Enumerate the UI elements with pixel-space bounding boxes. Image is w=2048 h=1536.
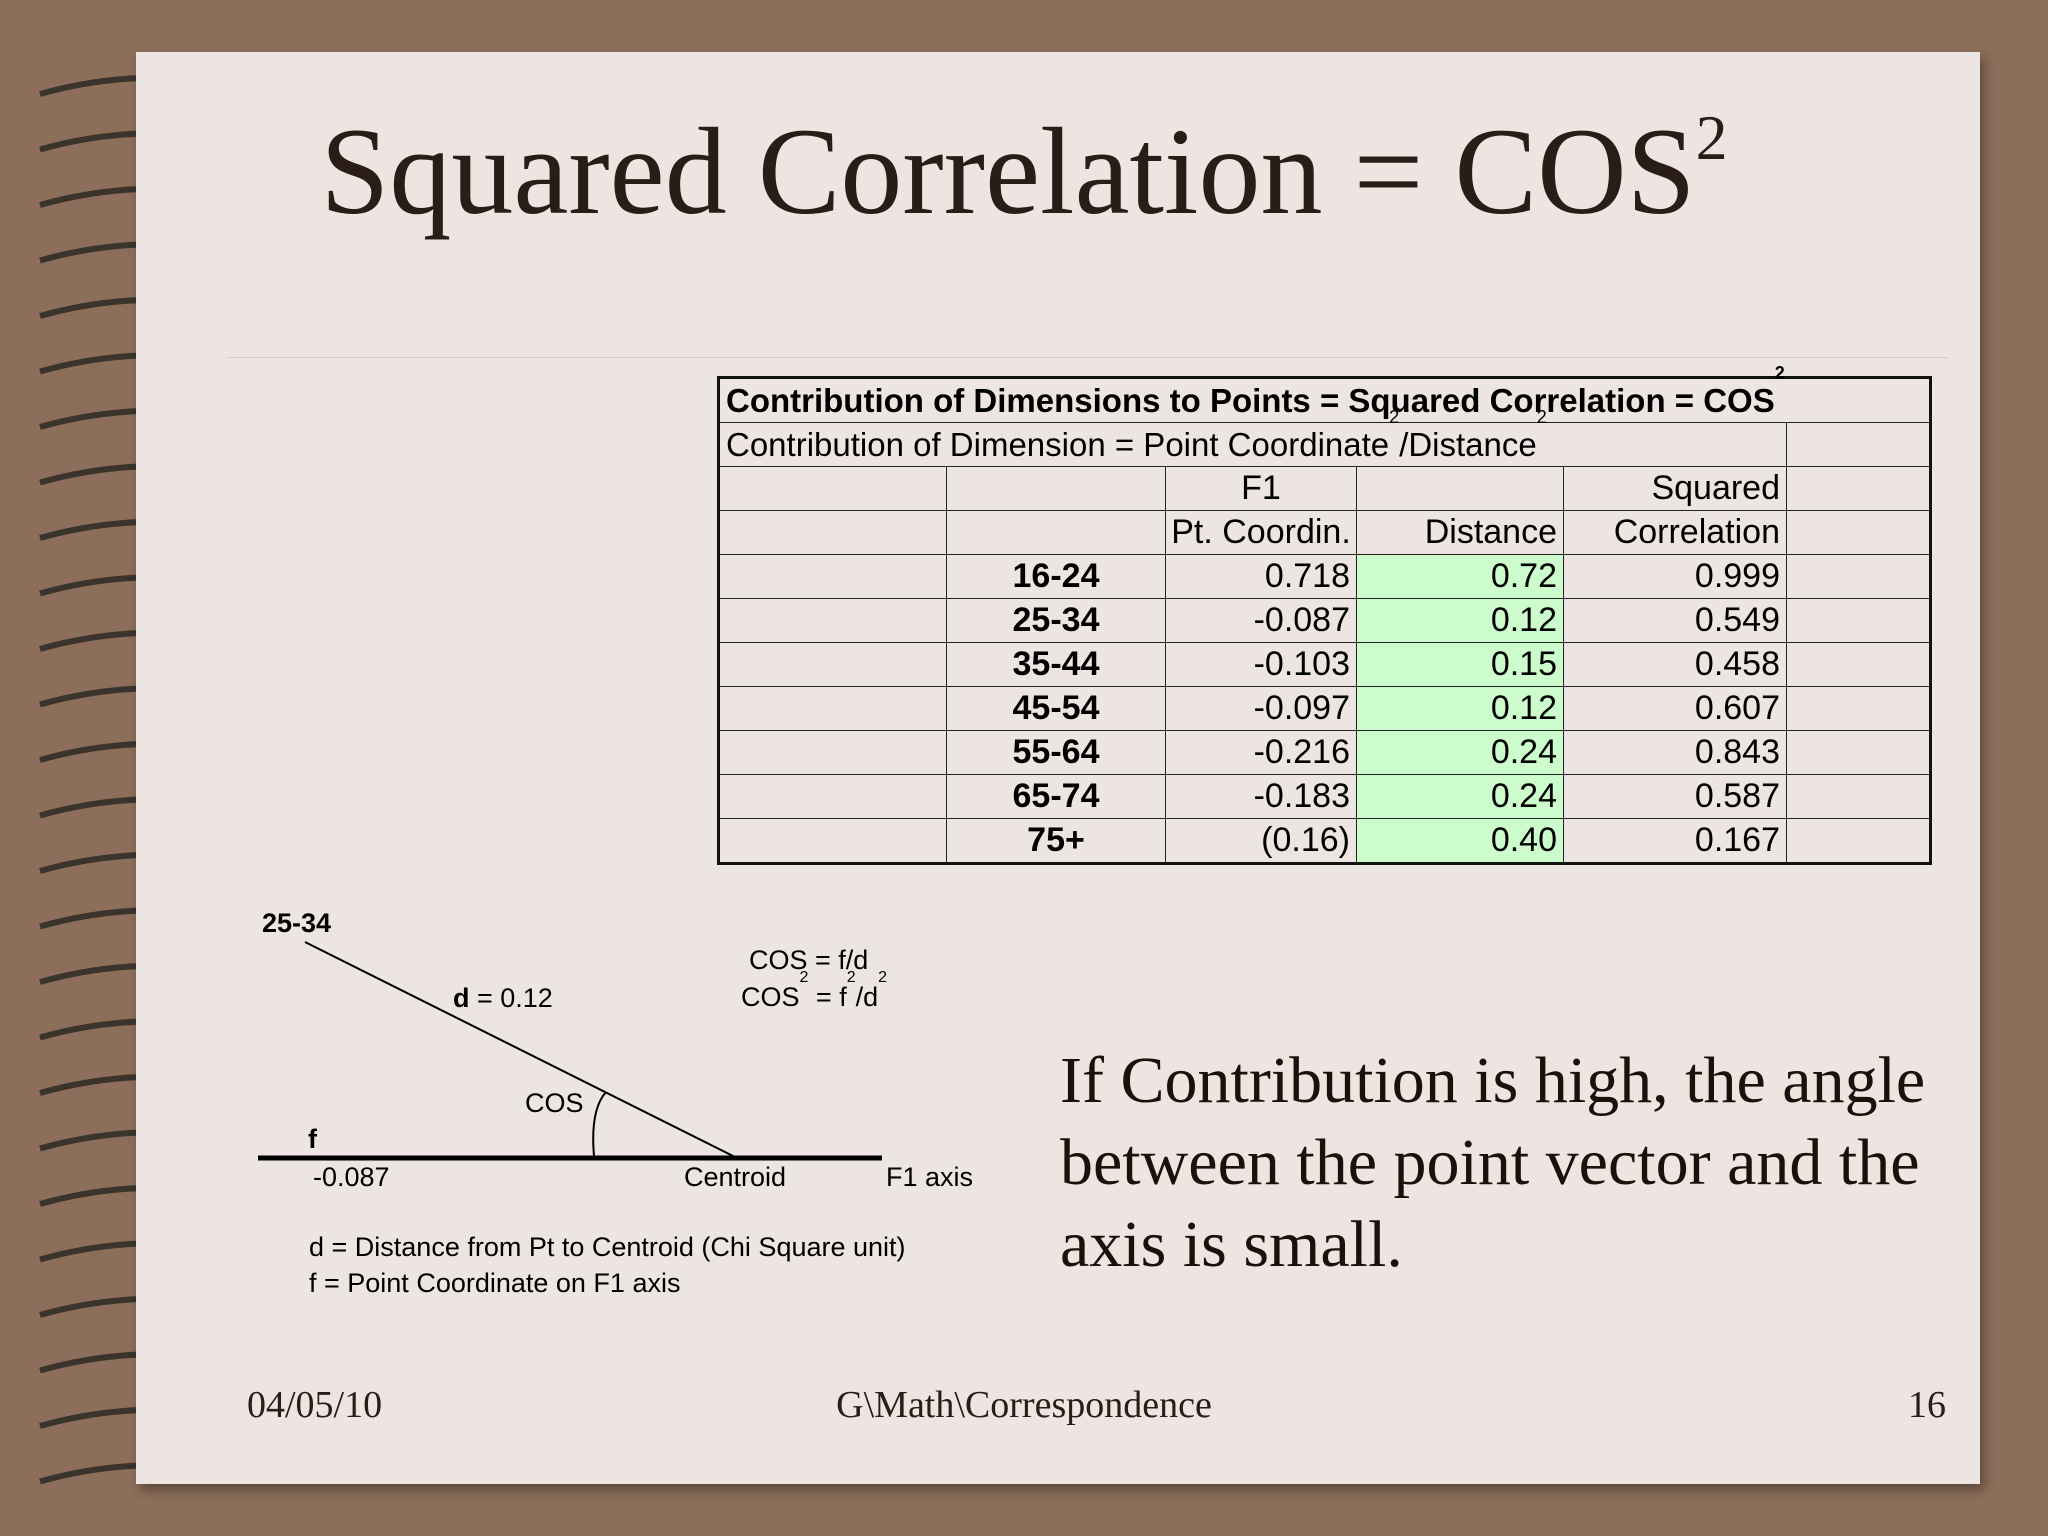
table-row: 35-44 -0.103 0.15 0.458 xyxy=(718,642,1931,687)
slide-title: Squared Correlation = COS2 xyxy=(320,101,1728,240)
row-coord: -0.103 xyxy=(1165,642,1357,687)
formula-cos-squared: COS2 = f2/d2 xyxy=(741,969,888,1013)
row-correlation: 0.549 xyxy=(1563,598,1787,643)
column-header-row-2: Pt. Coordin. Distance Correlation xyxy=(718,510,1931,555)
row-correlation: 0.607 xyxy=(1563,686,1787,731)
row-distance: 0.12 xyxy=(1356,686,1564,731)
table-heading: Contribution of Dimensions to Points = S… xyxy=(718,364,1931,423)
table-row: 45-54 -0.097 0.12 0.607 xyxy=(718,686,1931,731)
row-correlation: 0.843 xyxy=(1563,730,1787,775)
row-coord: (0.16) xyxy=(1165,818,1357,864)
diagram-centroid-label: Centroid xyxy=(684,1162,787,1192)
explanation-note: If Contribution is high, the angle betwe… xyxy=(1060,1044,1926,1281)
table-subheading-row: Contribution of Dimension = Point Coordi… xyxy=(718,408,1931,467)
diagram-cos-label: COS xyxy=(525,1088,584,1118)
row-distance: 0.12 xyxy=(1356,598,1564,643)
legend-d: d = Distance from Pt to Centroid (Chi Sq… xyxy=(309,1232,906,1262)
row-distance: 0.24 xyxy=(1356,774,1564,819)
row-coord: -0.097 xyxy=(1165,686,1357,731)
diagram-axis-label: F1 axis xyxy=(886,1162,974,1192)
col-header-distance: Distance xyxy=(1356,510,1564,555)
table-row: 65-74 -0.183 0.24 0.587 xyxy=(718,774,1931,819)
footer-date: 04/05/10 xyxy=(247,1384,383,1426)
contribution-table: Contribution of Dimensions to Points = S… xyxy=(717,364,1932,865)
row-label: 16-24 xyxy=(946,554,1166,599)
row-label: 25-34 xyxy=(946,598,1166,643)
row-distance: 0.15 xyxy=(1356,642,1564,687)
table-row: 25-34 -0.087 0.12 0.549 xyxy=(718,598,1931,643)
row-label: 65-74 xyxy=(946,774,1166,819)
table-row: 75+ (0.16) 0.40 0.167 xyxy=(718,818,1931,864)
col-header-coord: Pt. Coordin. xyxy=(1165,510,1357,555)
diagram-d-label: d = 0.12 xyxy=(453,983,553,1013)
row-distance: 0.24 xyxy=(1356,730,1564,775)
column-header-row-1: F1 Squared xyxy=(718,466,1931,511)
row-label: 45-54 xyxy=(946,686,1166,731)
col-header-squared: Squared xyxy=(1563,466,1787,511)
footer-page-number: 16 xyxy=(1908,1384,1946,1426)
row-label: 35-44 xyxy=(946,642,1166,687)
row-coord: -0.183 xyxy=(1165,774,1357,819)
diagram-f-value: -0.087 xyxy=(313,1162,390,1192)
footer-path: G\Math\Correspondence xyxy=(836,1384,1212,1426)
diagram-f-label: f xyxy=(308,1124,317,1154)
formula-cos: COS = f/d xyxy=(749,945,869,975)
row-label: 75+ xyxy=(946,818,1166,864)
row-correlation: 0.999 xyxy=(1563,554,1787,599)
row-distance: 0.40 xyxy=(1356,818,1564,864)
row-coord: 0.718 xyxy=(1165,554,1357,599)
table-heading-row: Contribution of Dimensions to Points = S… xyxy=(718,364,1931,423)
row-coord: -0.216 xyxy=(1165,730,1357,775)
table-subheading: Contribution of Dimension = Point Coordi… xyxy=(718,408,1787,467)
title-divider xyxy=(226,357,1948,358)
diagram-point-label: 25-34 xyxy=(262,908,332,938)
table-row: 55-64 -0.216 0.24 0.843 xyxy=(718,730,1931,775)
legend-f: f = Point Coordinate on F1 axis xyxy=(309,1268,681,1298)
col-header-correlation: Correlation xyxy=(1563,510,1787,555)
row-correlation: 0.167 xyxy=(1563,818,1787,864)
row-distance: 0.72 xyxy=(1356,554,1564,599)
point-vector xyxy=(304,941,736,1158)
row-correlation: 0.458 xyxy=(1563,642,1787,687)
row-label: 55-64 xyxy=(946,730,1166,775)
angle-arc xyxy=(592,1091,607,1157)
